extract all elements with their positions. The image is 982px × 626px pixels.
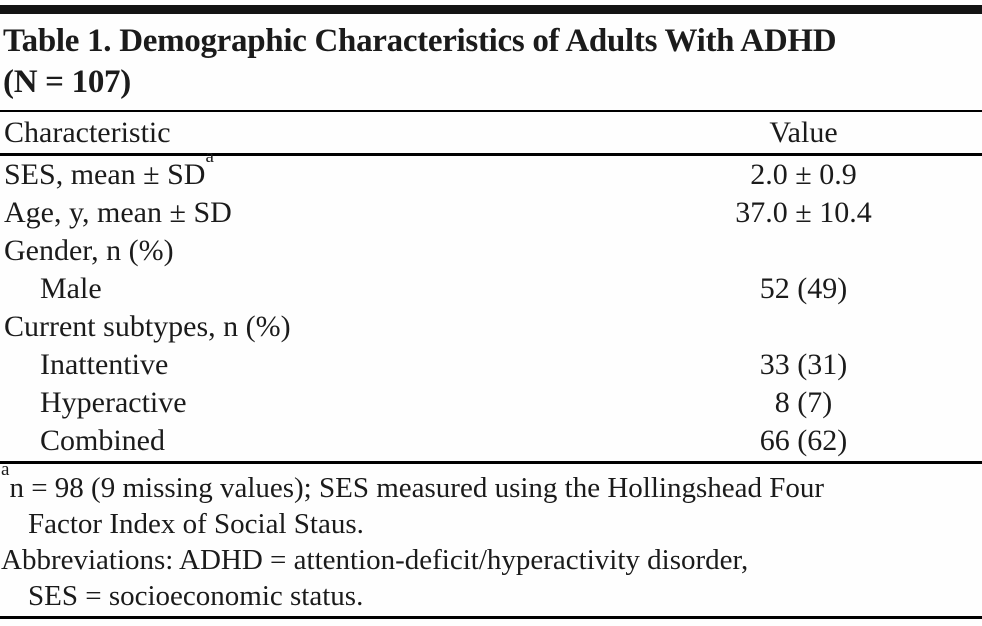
footnote-text: n = 98 (9 missing values); SES measured …: [9, 472, 825, 504]
footnote-line: SES = socioeconomic status.: [28, 580, 364, 612]
rule-below-header: [0, 153, 982, 156]
row-value: [625, 232, 982, 270]
row-value: 52 (49): [759, 272, 848, 305]
row-label: Hyperactive: [0, 384, 625, 422]
row-value: 33 (31): [759, 348, 848, 381]
row-label-text: Combined: [40, 424, 165, 457]
footnote-marker: a: [1, 459, 10, 481]
row-label-text: Gender, n (%): [4, 234, 174, 267]
row-label-text: SES, mean ± SD: [4, 158, 206, 191]
row-label: Current subtypes, n (%): [0, 308, 625, 346]
footnote-text: Abbreviations: ADHD = attention-deficit/…: [1, 544, 749, 576]
footnote-marker: a: [205, 146, 214, 167]
row-value: 37.0 ± 10.4: [735, 196, 872, 229]
row-value: 8 (7): [774, 386, 833, 419]
table-row: Inattentive 33 (31): [0, 346, 982, 384]
footnote: an = 98 (9 missing values); SES measured…: [1, 460, 982, 542]
row-label: SES, mean ± SDa: [0, 147, 625, 194]
top-rule-bar: [0, 5, 982, 14]
footnote: Abbreviations: ADHD = attention-deficit/…: [1, 542, 982, 614]
rule-below-title: [0, 110, 982, 112]
table-footnotes: an = 98 (9 missing values); SES measured…: [0, 460, 982, 616]
column-header-value: Value: [769, 115, 838, 149]
table-title-line1: Table 1. Demographic Characteristics of …: [3, 23, 837, 59]
row-label-text: Current subtypes, n (%): [4, 310, 291, 343]
table-row: Male 52 (49): [0, 270, 982, 308]
row-label: Male: [0, 270, 625, 308]
column-header-characteristic: Characteristic: [4, 115, 171, 149]
table-row: Combined 66 (62): [0, 422, 982, 460]
footnote-line: Abbreviations: ADHD = attention-deficit/…: [1, 542, 982, 578]
row-value: 66 (62): [759, 424, 848, 457]
rule-bottom: [0, 616, 982, 619]
table-header-row: Characteristic Value: [0, 112, 982, 153]
table-title-line2: (N = 107): [3, 64, 131, 100]
footnote-line: Factor Index of Social Staus.: [28, 508, 364, 540]
table-row: Hyperactive 8 (7): [0, 384, 982, 422]
rule-above-footnotes: [0, 461, 982, 464]
row-label: Gender, n (%): [0, 232, 625, 270]
row-label-text: Inattentive: [40, 348, 169, 381]
row-label: Age, y, mean ± SD: [0, 194, 625, 232]
table-row: Gender, n (%): [0, 232, 982, 270]
table-title: Table 1. Demographic Characteristics of …: [0, 21, 982, 103]
row-label: Combined: [0, 422, 625, 460]
row-label-text: Age, y, mean ± SD: [4, 196, 232, 229]
table-row: SES, mean ± SDa 2.0 ± 0.9: [0, 147, 982, 194]
footnote-line: an = 98 (9 missing values); SES measured…: [1, 460, 982, 506]
table-body: SES, mean ± SDa 2.0 ± 0.9 Age, y, mean ± S…: [0, 147, 982, 460]
table-row: Age, y, mean ± SD 37.0 ± 10.4: [0, 194, 982, 232]
row-label-text: Hyperactive: [40, 386, 187, 419]
row-label: Inattentive: [0, 346, 625, 384]
row-value: 2.0 ± 0.9: [750, 158, 857, 191]
row-label-text: Male: [40, 272, 102, 305]
paper-table-figure: Table 1. Demographic Characteristics of …: [0, 5, 982, 626]
row-value: [625, 308, 982, 346]
table-row: Current subtypes, n (%): [0, 308, 982, 346]
